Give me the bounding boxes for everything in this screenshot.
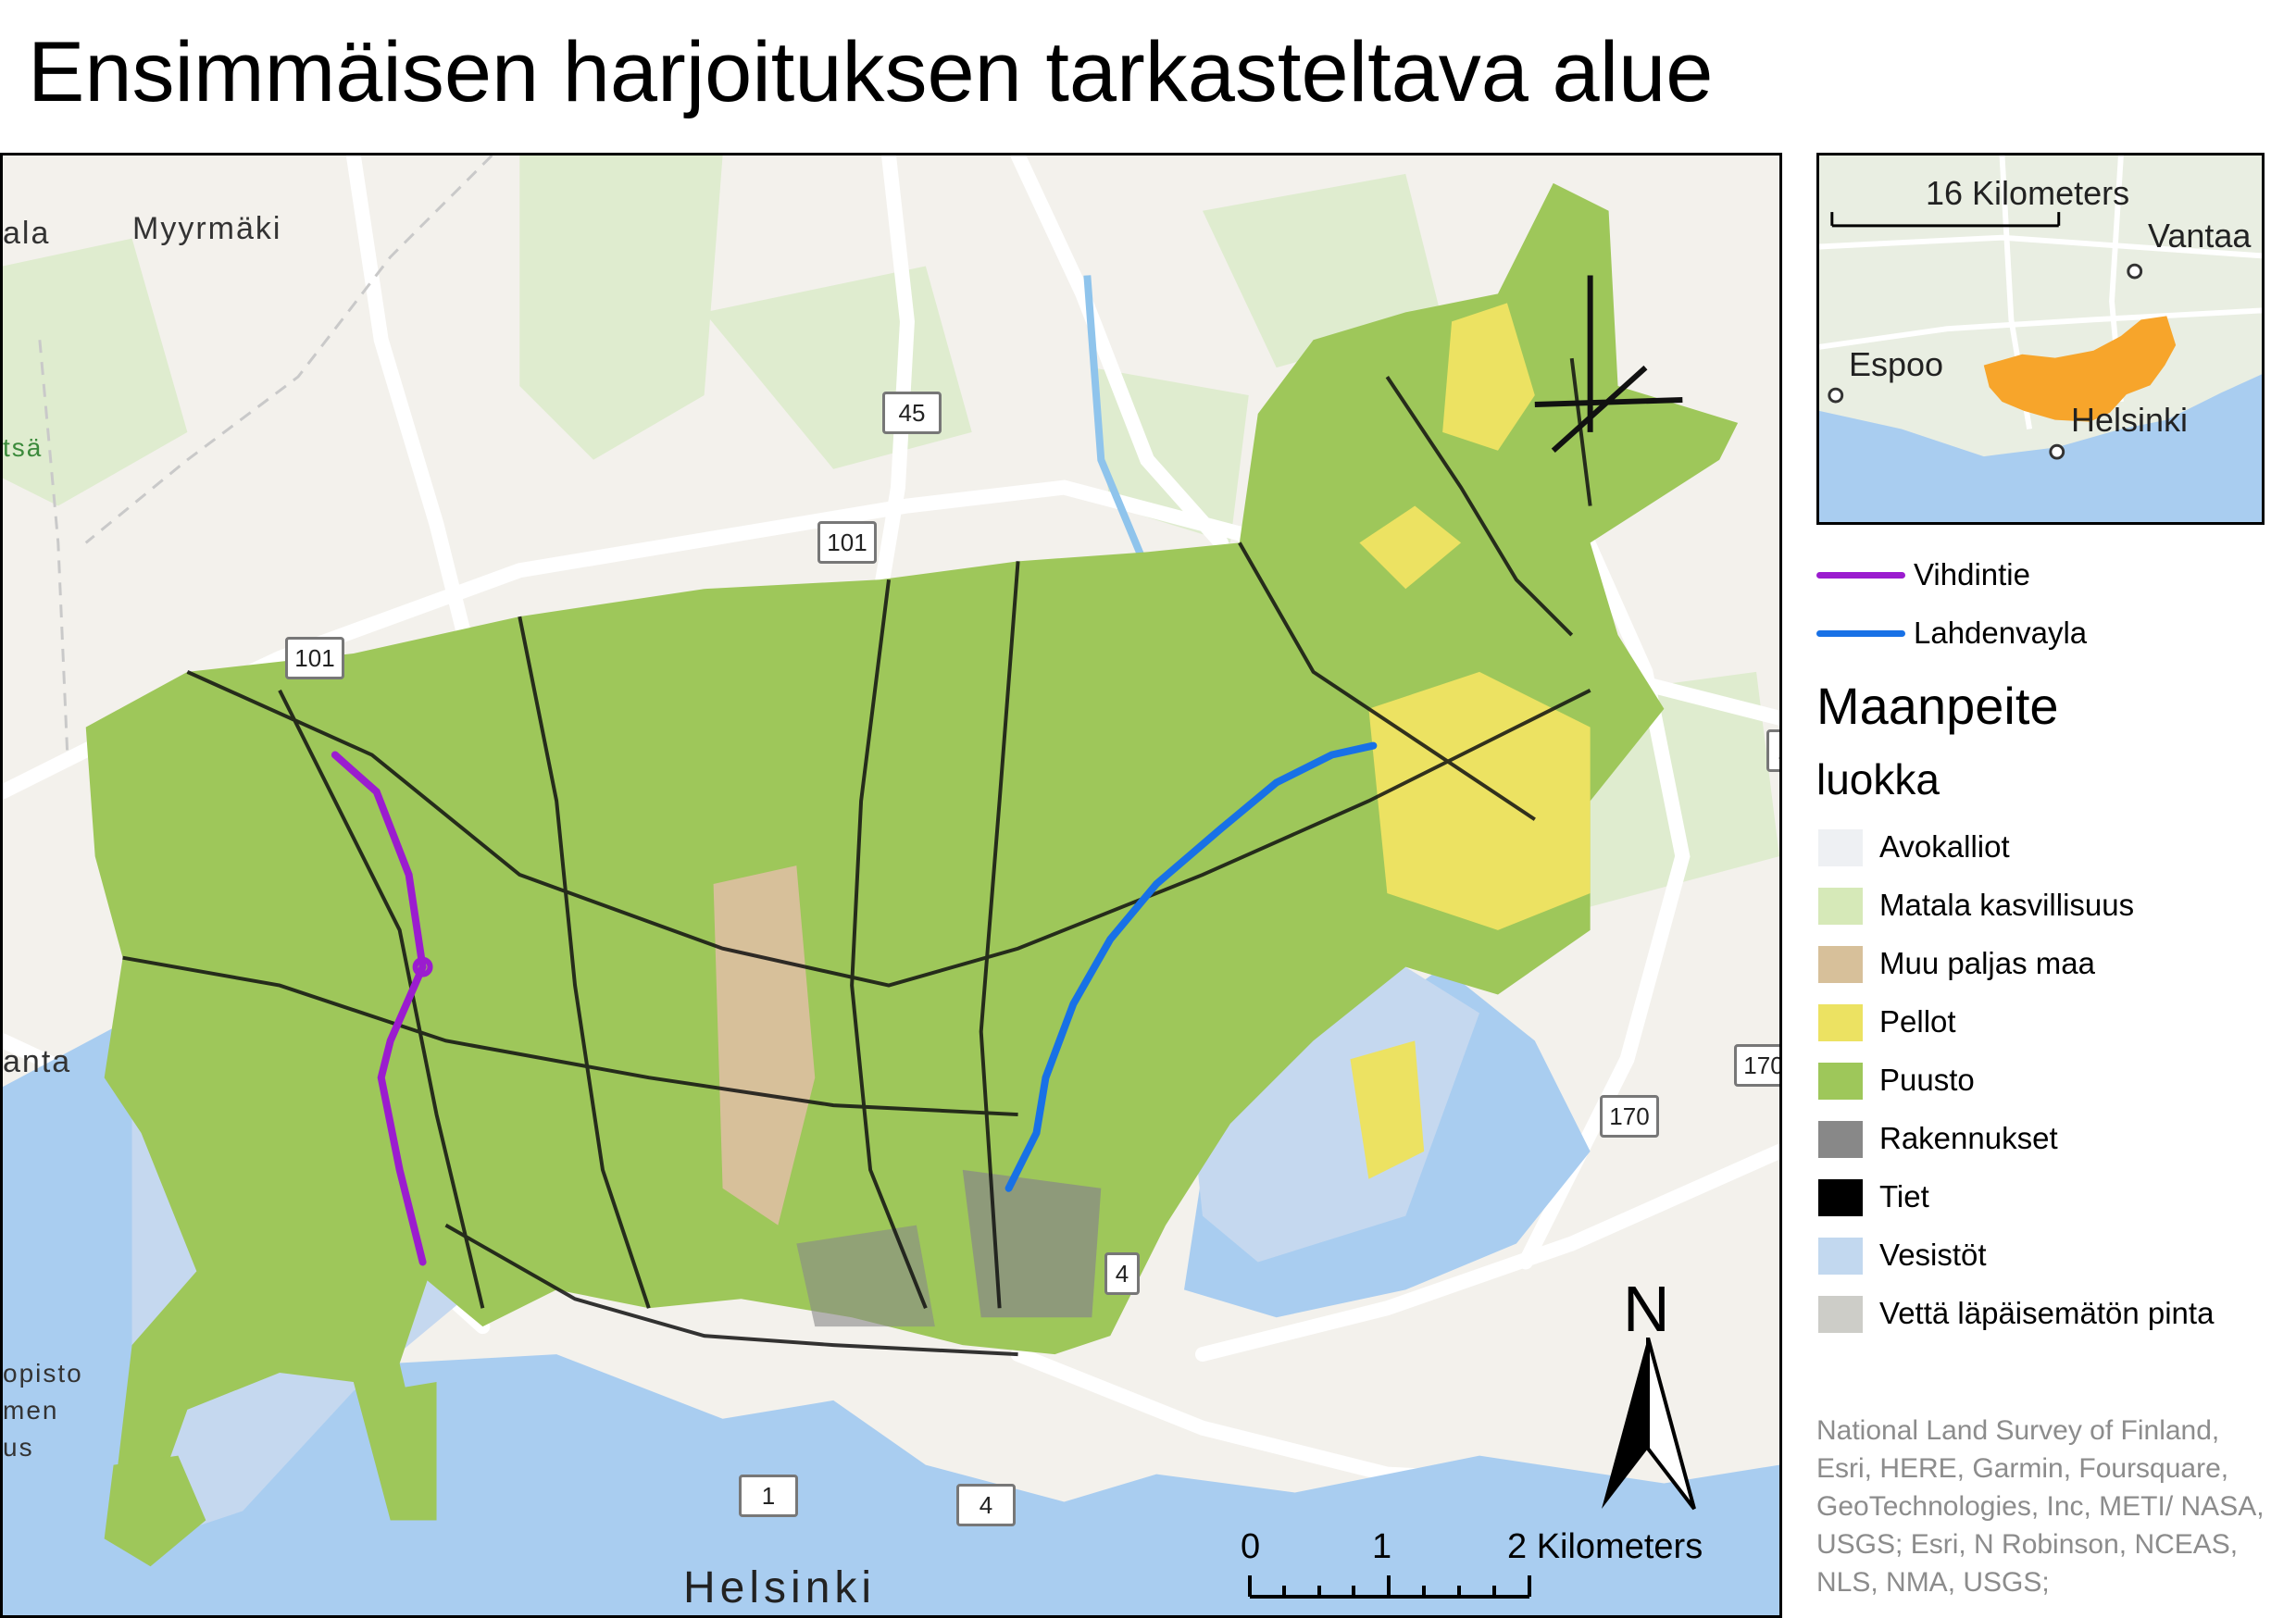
road-shield: 1: [1766, 729, 1779, 772]
place-label-opisto: opisto: [3, 1359, 83, 1388]
north-arrow-icon: [1602, 1338, 1696, 1511]
scale-bar: 0 1 2 Kilometers: [1241, 1527, 1759, 1611]
inset-locator-map[interactable]: 16 Kilometers Vantaa Espoo Helsinki: [1816, 153, 2265, 525]
legend-label: Muu paljas maa: [1879, 946, 2095, 980]
legend-label: Matala kasvillisuus: [1879, 888, 2135, 922]
inset-label-espoo: Espoo: [1849, 345, 1944, 383]
legend-label: Avokalliot: [1879, 829, 2010, 864]
road-shield: 4: [956, 1484, 1016, 1526]
legend-label: Puusto: [1879, 1063, 1975, 1097]
legend-label: Vesistöt: [1879, 1238, 1987, 1272]
road-shield: 101: [285, 637, 344, 679]
inset-svg: [1819, 156, 2262, 522]
road-shield: 101: [817, 521, 877, 564]
place-label-myyrmaki: Myyrmäki: [132, 211, 282, 246]
attribution-text: National Land Survey of Finland, Esri, H…: [1816, 1415, 2265, 1598]
legend-label: Lahdenvayla: [1914, 616, 2088, 650]
place-label-anta: anta: [3, 1044, 72, 1079]
legend-swatch: [1818, 1004, 1863, 1041]
north-arrow-label: N: [1623, 1273, 1670, 1345]
inset-label-helsinki: Helsinki: [2071, 401, 2189, 439]
legend-label: Vettä läpäisemätön pinta: [1879, 1296, 2215, 1330]
place-label-ala: ala: [3, 216, 51, 251]
scale-bar-graphic: [1248, 1575, 1531, 1599]
legend-swatch: [1818, 1179, 1863, 1216]
inset-scale-label: 16 Kilometers: [1926, 174, 2130, 212]
legend-swatch: [1818, 1238, 1863, 1275]
inset-label-vantaa: Vantaa: [2148, 217, 2252, 255]
legend-label: Rakennukset: [1879, 1121, 2058, 1155]
legend-swatch-line: [1816, 630, 1905, 637]
legend-swatch: [1818, 888, 1863, 925]
basemap-svg: [3, 156, 1779, 1615]
study-area-roads: [122, 357, 1592, 1357]
legend-label: Tiet: [1879, 1179, 1929, 1214]
vihdintie-junction: [412, 956, 433, 977]
legend-swatch-line: [1816, 572, 1905, 579]
legend-heading: Maanpeite: [1816, 677, 2059, 735]
scale-bar-tick-label: 2 Kilometers: [1507, 1527, 1703, 1566]
legend-label: Vihdintie: [1914, 557, 2030, 591]
legend-swatch: [1818, 1121, 1863, 1158]
airport-runways: [1534, 275, 1683, 454]
north-arrow: N: [1597, 1276, 1699, 1523]
road-shield: 170: [1600, 1095, 1659, 1138]
legend-swatch: [1818, 1063, 1863, 1100]
scale-bar-tick-label: 0: [1241, 1527, 1261, 1566]
lahdenvayla-line: [1004, 741, 1378, 1192]
legend-swatch: [1818, 1296, 1863, 1333]
road-shield: 1: [739, 1475, 798, 1517]
road-shield: 4: [1104, 1252, 1140, 1295]
study-area: [85, 182, 1739, 1567]
scale-bar-tick-label: 1: [1372, 1527, 1392, 1566]
legend-swatch: [1818, 829, 1863, 866]
road-shield: 45: [882, 392, 942, 434]
road-shield: 170: [1734, 1044, 1779, 1087]
place-label-helsinki: Helsinki: [683, 1563, 877, 1612]
legend-swatch: [1818, 946, 1863, 983]
main-map-frame[interactable]: Myyrmäki ala tsä anta opisto men us Hels…: [0, 153, 1782, 1618]
legend-label: Pellot: [1879, 1004, 1956, 1039]
map-title: Ensimmäisen harjoituksen tarkasteltava a…: [28, 25, 1714, 119]
municipal-boundaries: [38, 156, 493, 755]
place-label-men: men: [3, 1396, 59, 1425]
place-label-us: us: [3, 1433, 34, 1462]
vihdintie-line: [331, 751, 427, 1266]
legend-subheading: luokka: [1816, 755, 1940, 803]
place-label-tsa: tsä: [3, 433, 44, 462]
